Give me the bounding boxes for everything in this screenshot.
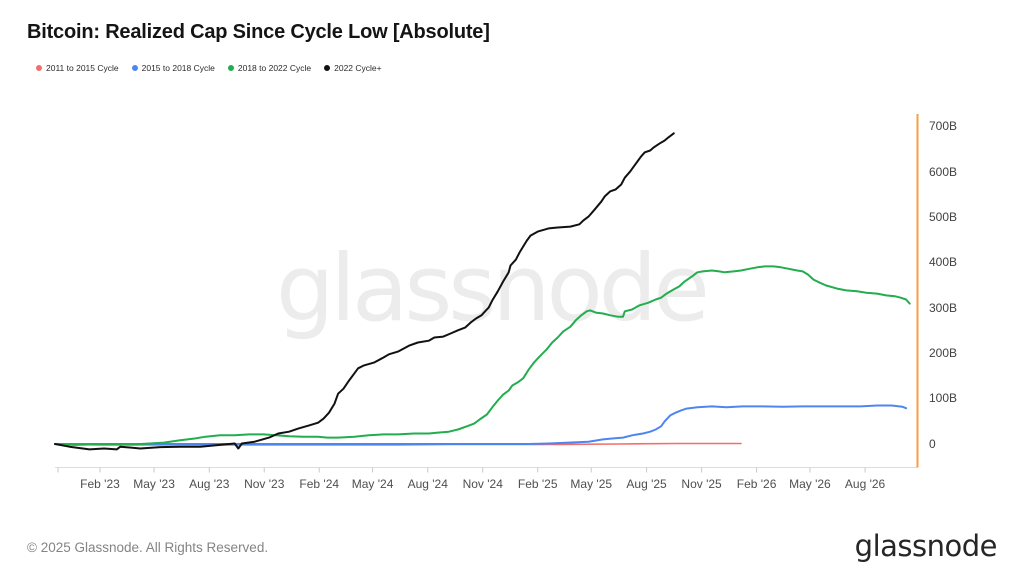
x-tick-label: Aug '25 <box>626 477 667 491</box>
y-tick-label: 600B <box>929 164 958 179</box>
x-tick-label: Nov '24 <box>462 477 503 491</box>
y-tick-label: 0 <box>929 436 936 451</box>
legend-item-2015-2018-cycle[interactable]: 2015 to 2018 Cycle <box>131 63 215 73</box>
y-tick-label: 700B <box>929 119 958 134</box>
y-tick-label: 300B <box>929 300 958 315</box>
legend: 2011 to 2015 Cycle 2015 to 2018 Cycle 20… <box>36 63 382 73</box>
x-tick-label: May '23 <box>133 477 175 491</box>
x-tick-label: Nov '23 <box>244 477 285 491</box>
x-tick-label: May '24 <box>351 477 394 491</box>
y-tick-label: 400B <box>929 255 958 270</box>
legend-item-label: 2015 to 2018 Cycle <box>141 63 215 73</box>
legend-item-label: 2018 to 2022 Cycle <box>237 63 312 73</box>
x-tick-label: Aug '23 <box>189 477 230 491</box>
series-line-2015-to-2018-cycle <box>54 404 908 445</box>
legend-item-2022-cycle-plus[interactable]: 2022 Cycle+ <box>324 63 382 73</box>
legend-item-2011-2015-cycle[interactable]: 2011 to 2015 Cycle <box>36 63 119 73</box>
x-tick-label: Aug '26 <box>844 477 886 491</box>
glassnode-watermark: glassnode <box>276 235 710 342</box>
y-tick-label: 200B <box>929 345 958 360</box>
series-line-2022-cycle- <box>54 132 675 451</box>
x-tick-label: Aug '24 <box>407 477 448 491</box>
x-tick-label: May '26 <box>789 477 831 491</box>
x-tick-label: Feb '25 <box>517 477 558 491</box>
y-tick-label: 500B <box>929 210 958 225</box>
y-tick-label: 100B <box>929 391 958 406</box>
x-tick-label: Feb '26 <box>736 477 777 491</box>
legend-dot-blue <box>131 65 138 71</box>
legend-dot-red <box>36 65 42 71</box>
legend-item-2018-2022-cycle[interactable]: 2018 to 2022 Cycle <box>227 63 312 73</box>
x-tick-label: Nov '25 <box>681 477 722 491</box>
series-line-2018-to-2022-cycle <box>54 265 911 446</box>
copyright-text: © 2025 Glassnode. All Rights Reserved. <box>27 540 269 555</box>
legend-dot-black <box>324 65 331 71</box>
x-tick-label: May '25 <box>570 477 613 491</box>
glassnode-logo[interactable]: glassnode <box>854 529 998 563</box>
x-tick-label: Feb '23 <box>80 477 120 491</box>
x-tick-label: Feb '24 <box>299 477 340 491</box>
chart-title: Bitcoin: Realized Cap Since Cycle Low [A… <box>27 21 490 43</box>
legend-item-label: 2011 to 2015 Cycle <box>46 63 119 73</box>
legend-item-label: 2022 Cycle+ <box>334 63 382 73</box>
legend-dot-green <box>227 65 234 71</box>
